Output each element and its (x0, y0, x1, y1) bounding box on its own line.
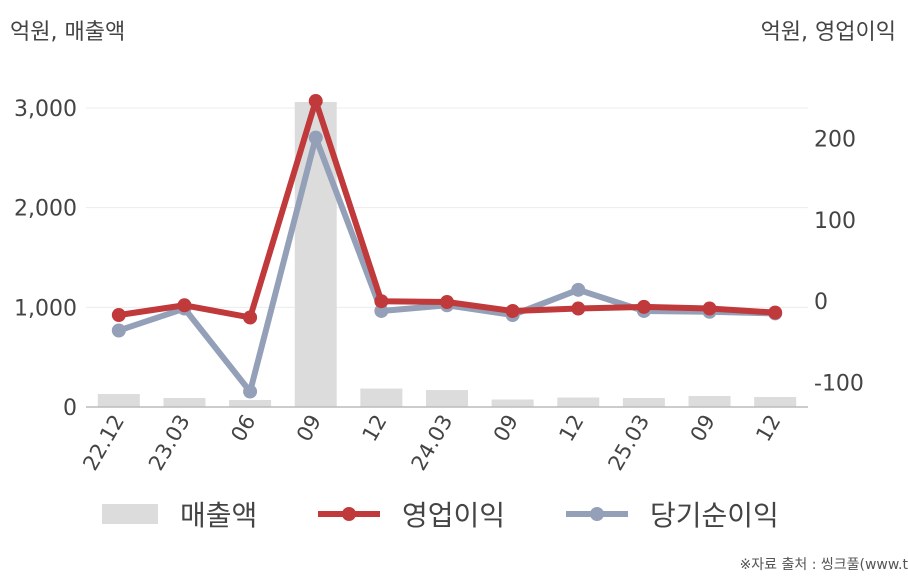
point-operating-profit (636, 299, 651, 314)
bar-revenue (688, 396, 731, 407)
point-net-income (374, 303, 389, 318)
x-tick-label: 12 (358, 411, 392, 446)
left-tick-label: 2,000 (14, 197, 77, 222)
bar-revenue (360, 388, 403, 407)
right-tick-label: -100 (814, 372, 864, 397)
x-tick-label: 12 (751, 411, 785, 446)
point-operating-profit (440, 295, 454, 310)
right-tick-label: 200 (814, 127, 856, 152)
x-tick-label: 12 (554, 411, 588, 446)
right-axis-unit: 억원, 영업이익 (760, 20, 896, 45)
bar-revenue (425, 390, 469, 407)
legend-swatch-net-income (566, 504, 628, 524)
right-tick-label: 0 (814, 290, 828, 315)
series-line-net-income (115, 134, 779, 395)
x-tick-label: 25.03 (603, 411, 654, 475)
legend-item-revenue: 매출액 (102, 494, 257, 534)
point-operating-profit (768, 305, 783, 320)
bar-revenue (229, 400, 272, 407)
left-tick-label: 3,000 (14, 97, 77, 122)
point-operating-profit (111, 308, 126, 323)
x-tick-label: 23.03 (144, 411, 195, 475)
x-tick-label: 09 (686, 411, 720, 446)
legend-label-net-income: 당기순이익 (650, 499, 779, 532)
point-operating-profit (374, 294, 389, 309)
point-operating-profit (702, 301, 717, 316)
bar-revenue (557, 397, 600, 407)
point-operating-profit (571, 301, 586, 316)
bar-revenue (491, 399, 534, 407)
x-tick-label: 06 (226, 411, 260, 446)
point-operating-profit (308, 94, 323, 109)
right-tick-label: 100 (814, 209, 856, 234)
left-tick-label: 1,000 (14, 296, 77, 321)
bar-revenue (754, 397, 797, 407)
x-tick-label: 24.03 (406, 411, 457, 475)
left-tick-label: 0 (63, 396, 77, 421)
series-line-operating-profit (115, 98, 779, 321)
legend-swatch-operating-profit (318, 504, 380, 524)
combo-chart: 0 1,000 2,000 3,000 -100 0 100 200 22.12 23.03 06 0… (14, 94, 864, 475)
left-axis-unit: 억원, 매출액 (10, 20, 126, 45)
legend-label-operating-profit: 영업이익 (402, 499, 506, 532)
point-net-income (308, 130, 323, 145)
bar-revenue (97, 394, 140, 407)
point-operating-profit (505, 303, 520, 318)
bar-revenue (163, 398, 206, 407)
bar-revenue (622, 398, 665, 407)
point-operating-profit (243, 310, 258, 325)
x-tick-label: 22.12 (78, 411, 129, 475)
point-operating-profit (177, 298, 192, 313)
legend-swatch-revenue (102, 504, 158, 524)
x-tick-label: 09 (292, 411, 326, 446)
legend-label-revenue: 매출액 (180, 499, 258, 532)
chart-legend: 매출액 영업이익 당기순이익 (0, 494, 908, 534)
legend-item-operating-profit: 영업이익 (318, 494, 505, 534)
x-tick-label: 09 (489, 411, 523, 446)
point-net-income (111, 323, 126, 338)
data-source-note: ※자료 출처 : 씽크풀(www.t (739, 557, 908, 573)
legend-item-net-income: 당기순이익 (566, 494, 779, 534)
point-net-income (571, 282, 586, 297)
point-net-income (243, 384, 258, 399)
